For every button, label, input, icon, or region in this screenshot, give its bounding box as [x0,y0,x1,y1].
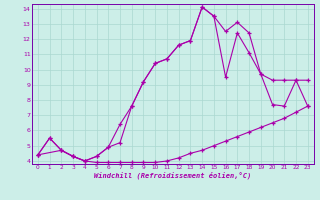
X-axis label: Windchill (Refroidissement éolien,°C): Windchill (Refroidissement éolien,°C) [94,172,252,179]
